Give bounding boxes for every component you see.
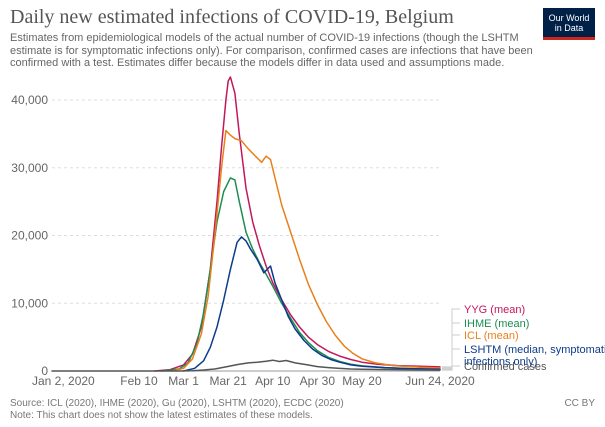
legend-connector	[442, 308, 460, 368]
legend-connector	[442, 334, 460, 369]
legend-labels: YYG (mean) IHME (mean)ICL (mean) LSHTM (me…	[442, 304, 605, 373]
x-tick-label: May 20	[342, 374, 382, 388]
x-tick-label: Mar 1	[168, 374, 199, 388]
legend-label-yyg[interactable]: YYG (mean)	[464, 304, 525, 316]
series-lines	[51, 76, 441, 372]
legend-label-line: YYG (mean)	[464, 304, 525, 316]
x-tick-label: Apr 10	[255, 374, 291, 388]
license-link[interactable]: CC BY	[564, 398, 595, 409]
source-note: Source: ICL (2020), IHME (2020), Gu (202…	[10, 398, 344, 409]
x-tick-label: Mar 21	[209, 374, 247, 388]
grid-lines	[52, 99, 440, 372]
y-tick-label: 0	[41, 364, 48, 378]
series-line-lshtm[interactable]	[182, 236, 441, 372]
legend-label-lshtm[interactable]: LSHTM (median, symptomatic infections onl…	[464, 344, 605, 368]
y-tick-label: 20,000	[11, 229, 48, 243]
y-tick-label: 10,000	[11, 296, 48, 310]
owid-logo[interactable]: Our World in Data	[543, 8, 595, 40]
footnote: Note: This chart does not show the lates…	[10, 410, 313, 421]
series-line-icl[interactable]	[171, 129, 441, 372]
legend-connector	[442, 348, 460, 370]
x-tick-label: Jan 2, 2020	[32, 374, 95, 388]
legend-label-icl[interactable]: ICL (mean)	[464, 330, 519, 342]
x-tick-label: Jun 24, 2020	[405, 374, 475, 388]
legend-label-line: Confirmed cases	[464, 361, 547, 373]
legend-label-line: LSHTM (median, symptomatic	[464, 344, 605, 356]
axis-ticks: 0 10,000 20,000 30,000 40,000 Jan 2, 2020 Feb …	[11, 93, 475, 388]
x-tick-label: Apr 30	[300, 374, 336, 388]
series-line-ihme[interactable]	[160, 177, 441, 372]
logo-line-2: in Data	[554, 23, 584, 33]
logo-line-1: Our World	[548, 13, 590, 23]
series-line-yyg[interactable]	[153, 76, 441, 372]
chart-title: Daily new estimated infections of COVID-…	[10, 6, 454, 28]
y-tick-label: 40,000	[11, 93, 48, 107]
y-tick-label: 30,000	[11, 161, 48, 175]
x-tick-label: Feb 10	[120, 374, 158, 388]
legend-label-ihme[interactable]: IHME (mean)	[464, 318, 529, 330]
chart-subtitle: Estimates from epidemiological models of…	[10, 32, 533, 70]
legend-label-line: IHME (mean)	[464, 318, 529, 330]
legend-connector	[442, 365, 460, 371]
legend-label-confirmed[interactable]: Confirmed cases	[464, 361, 547, 373]
legend-connector	[442, 322, 460, 370]
legend-label-line: ICL (mean)	[464, 330, 519, 342]
series-line-confirmed[interactable]	[51, 359, 441, 372]
legend-label-line: infections only)	[464, 356, 537, 368]
